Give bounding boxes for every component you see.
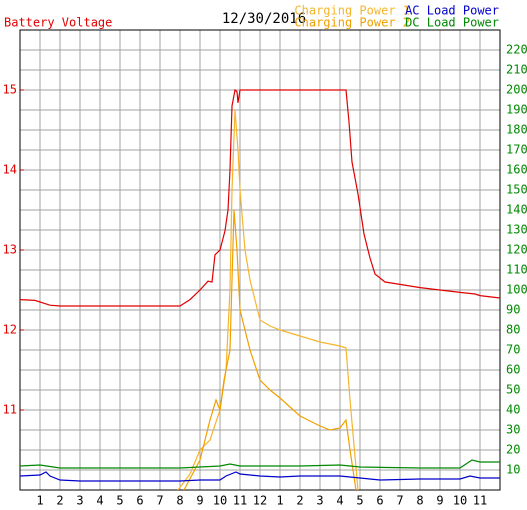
- x-tick-label: 12: [253, 494, 267, 508]
- y2-tick-label: 110: [506, 263, 527, 277]
- y2-tick-label: 200: [506, 83, 527, 97]
- y-tick-label: 11: [3, 403, 17, 417]
- y2-tick-label: 20: [506, 443, 520, 457]
- y2-tick-label: 130: [506, 223, 527, 237]
- x-tick-label: 4: [336, 494, 343, 508]
- x-tick-label: 9: [196, 494, 203, 508]
- y2-tick-label: 180: [506, 123, 527, 137]
- series-line: [20, 459, 500, 469]
- x-tick-label: 10: [453, 494, 467, 508]
- x-tick-label: 2: [56, 494, 63, 508]
- y2-tick-label: 150: [506, 183, 527, 197]
- y2-tick-label: 70: [506, 343, 520, 357]
- x-tick-label: 7: [396, 494, 403, 508]
- x-tick-label: 8: [176, 494, 183, 508]
- y2-tick-label: 60: [506, 363, 520, 377]
- y2-tick-label: 160: [506, 163, 527, 177]
- legend-label: Charging Power 1: [294, 4, 410, 18]
- x-tick-label: 1: [276, 494, 283, 508]
- legend-label: Battery Voltage: [4, 16, 112, 30]
- legend-label: AC Load Power: [405, 4, 499, 18]
- x-tick-label: 11: [233, 494, 247, 508]
- y2-tick-label: 30: [506, 423, 520, 437]
- y-tick-label: 12: [3, 323, 17, 337]
- legend-label: DC Load Power: [405, 16, 499, 30]
- y2-tick-label: 120: [506, 243, 527, 257]
- x-tick-label: 10: [213, 494, 227, 508]
- x-tick-label: 4: [96, 494, 103, 508]
- y2-tick-label: 10: [506, 463, 520, 477]
- series-line: [20, 88, 500, 307]
- y2-tick-label: 190: [506, 103, 527, 117]
- y2-tick-label: 170: [506, 143, 527, 157]
- y2-tick-label: 40: [506, 403, 520, 417]
- x-tick-label: 9: [436, 494, 443, 508]
- y-tick-label: 13: [3, 243, 17, 257]
- x-tick-label: 3: [316, 494, 323, 508]
- y2-tick-label: 140: [506, 203, 527, 217]
- x-tick-label: 11: [473, 494, 487, 508]
- plot-frame: [19, 29, 501, 491]
- x-tick-label: 7: [156, 494, 163, 508]
- series-line: [177, 109, 359, 490]
- x-tick-label: 3: [76, 494, 83, 508]
- x-tick-label: 2: [296, 494, 303, 508]
- y2-tick-label: 50: [506, 383, 520, 397]
- y2-tick-label: 80: [506, 323, 520, 337]
- x-tick-label: 1: [36, 494, 43, 508]
- x-tick-label: 5: [356, 494, 363, 508]
- legend-label: Charging Power 2: [294, 16, 410, 30]
- x-tick-label: 5: [116, 494, 123, 508]
- x-tick-label: 6: [376, 494, 383, 508]
- x-tick-label: 8: [416, 494, 423, 508]
- y2-tick-label: 100: [506, 283, 527, 297]
- y2-tick-label: 220: [506, 43, 527, 57]
- y2-tick-label: 210: [506, 63, 527, 77]
- chart-title: 12/30/2016: [222, 11, 306, 27]
- x-tick-label: 6: [136, 494, 143, 508]
- y-tick-label: 14: [3, 163, 17, 177]
- y-tick-label: 15: [3, 83, 17, 97]
- y2-tick-label: 90: [506, 303, 520, 317]
- series-line: [183, 209, 357, 490]
- series-line: [20, 471, 500, 482]
